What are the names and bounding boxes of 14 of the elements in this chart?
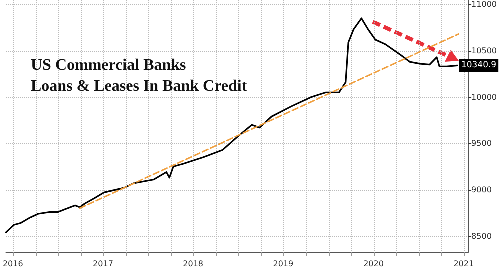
y-tick-label: 10000 (472, 92, 498, 102)
y-tick-label: 9000 (472, 185, 492, 194)
x-tick-label: 2019 (273, 260, 294, 268)
x-tick-label: 2018 (183, 260, 204, 268)
x-tick-label: 2016 (2, 260, 24, 268)
x-tick-label: 2021 (454, 260, 474, 268)
y-tick-label: 8500 (472, 232, 492, 241)
x-tick-label: 2020 (364, 260, 384, 268)
x-tick-label: 2017 (93, 260, 114, 268)
text: US Commercial Banks Loans & Leases In Bank Credit (31, 57, 248, 95)
y-tick-label: 9500 (472, 139, 492, 148)
y-tick-label: 11000 (472, 0, 498, 10)
data-label: 10340.9 (461, 60, 497, 71)
y-tick-label: 10500 (472, 46, 498, 56)
